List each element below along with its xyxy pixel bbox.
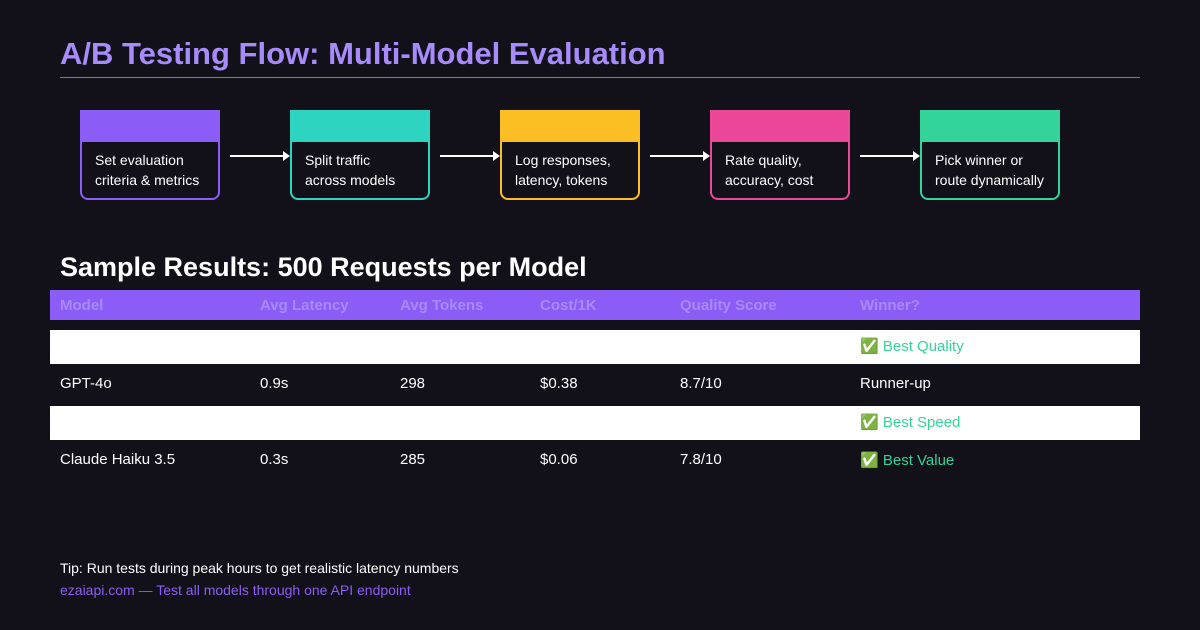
table-cell: ✅ Best Quality	[860, 338, 964, 355]
column-header: Model	[60, 297, 104, 314]
step-text: Log responses,	[515, 152, 611, 168]
step-text: across models	[305, 172, 396, 188]
step-text: Rate quality,	[725, 152, 802, 168]
column-header: Winner?	[860, 297, 920, 314]
step-band	[500, 110, 640, 142]
table-cell: 0.3s	[260, 451, 289, 468]
table-cell: ✅ Best Speed	[860, 414, 961, 431]
title: A/B Testing Flow: Multi-Model Evaluation	[60, 36, 666, 71]
table-cell: 8.7/10	[680, 375, 722, 392]
step-box: Log responses, latency, tokens	[500, 110, 640, 200]
step-band	[290, 110, 430, 142]
arrow	[650, 151, 710, 161]
step-band	[80, 110, 220, 142]
step-text: latency, tokens	[515, 172, 608, 188]
table-cell: 298	[400, 375, 426, 392]
table-cell: Runner-up	[860, 375, 931, 392]
step-band	[920, 110, 1060, 142]
table-cell: 7.8/10	[680, 451, 722, 468]
column-header: Quality Score	[680, 297, 777, 314]
table-header: Model Avg Latency Avg Tokens Cost/1K Quality…	[50, 290, 1140, 320]
column-header: Cost/1K	[540, 297, 597, 314]
step-box: Pick winner or route dynamically	[920, 110, 1060, 200]
column-header: Avg Tokens	[400, 297, 484, 314]
arrow	[440, 151, 500, 161]
arrow	[230, 151, 290, 161]
step-box: Split traffic across models	[290, 110, 430, 200]
column-header: Avg Latency	[260, 297, 349, 314]
step-box: Set evaluation criteria & metrics	[80, 110, 220, 200]
tip: Tip: Run tests during peak hours to get …	[60, 560, 459, 576]
table-cell: ✅ Best Value	[860, 452, 955, 469]
row-background	[50, 406, 1140, 440]
arrow	[860, 151, 920, 161]
table-cell: 0.9s	[260, 375, 289, 392]
table-cell: Claude Haiku 3.5	[60, 451, 176, 468]
footer-link[interactable]: ezaiapi.com — Test all models through on…	[60, 582, 411, 598]
step-band	[710, 110, 850, 142]
step-text: Pick winner or	[935, 152, 1023, 168]
step-text: criteria & metrics	[95, 172, 200, 188]
title-rule	[60, 77, 1140, 78]
step-text: Split traffic	[305, 152, 371, 168]
step-text: accuracy, cost	[725, 172, 814, 188]
table-cell: $0.38	[540, 375, 578, 392]
step-text: Set evaluation	[95, 152, 184, 168]
row-background	[50, 330, 1140, 364]
table-cell: GPT-4o	[60, 375, 112, 392]
table-cell: 285	[400, 451, 426, 468]
table-cell: $0.06	[540, 451, 578, 468]
step-text: route dynamically	[935, 172, 1044, 188]
table-title: Sample Results: 500 Requests per Model	[60, 252, 587, 282]
step-box: Rate quality, accuracy, cost	[710, 110, 850, 200]
